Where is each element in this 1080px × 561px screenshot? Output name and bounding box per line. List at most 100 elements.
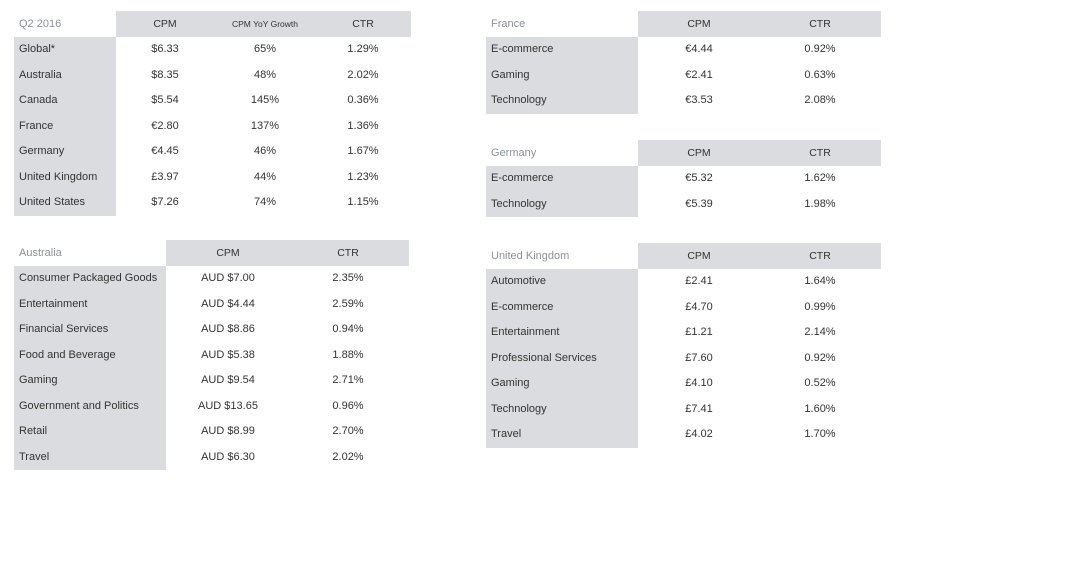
row-label: Retail	[19, 425, 48, 437]
row-label: Financial Services	[19, 323, 109, 335]
label-column-band	[486, 269, 638, 448]
table-row: Entertainment £1.21 2.14%	[486, 320, 881, 346]
column-header: CPM	[687, 250, 711, 262]
table-q2-2016-overview: Q2 2016 CPM CPM YoY Growth CTR Global* $6.33 6…	[14, 11, 411, 216]
row-value: 137%	[250, 119, 280, 132]
row-value: 65%	[253, 43, 277, 55]
row-value: £7.60	[685, 351, 713, 364]
table-united-kingdom: United Kingdom CPM CTR Automotive £2.41 1.64%…	[486, 243, 881, 448]
row-value: 2.59%	[332, 297, 364, 310]
row-value: AUD $13.65	[198, 399, 258, 412]
table-row: Government and Politics AUD $13.65 0.96%	[14, 394, 409, 420]
table-title: Australia	[19, 247, 62, 259]
row-value: £3.97	[151, 170, 179, 183]
row-value: 1.15%	[347, 196, 379, 208]
table-title: France	[491, 18, 526, 30]
row-value: 2.71%	[332, 374, 364, 386]
row-value: 0.96%	[332, 399, 364, 412]
row-label: Technology	[491, 402, 547, 415]
row-label: Global*	[19, 43, 56, 55]
row-value: 0.36%	[347, 94, 379, 106]
table-row: Professional Services £7.60 0.92%	[486, 346, 881, 372]
table-row: Technology £7.41 1.60%	[486, 397, 881, 423]
row-label: Gaming	[19, 374, 58, 386]
row-label: E-commerce	[491, 43, 554, 55]
table-row: United States $7.26 74% 1.15%	[14, 190, 411, 216]
table-row: E-commerce €5.32 1.62%	[486, 166, 881, 192]
row-value: 2.70%	[332, 425, 364, 437]
label-column-band	[14, 37, 116, 216]
row-value: 145%	[250, 94, 280, 106]
row-label: Technology	[491, 197, 547, 210]
table-body: E-commerce €4.44 0.92% Gaming €2.41 0.63% Tech…	[486, 37, 881, 114]
column-header: CTR	[337, 247, 359, 259]
row-label: Government and Politics	[19, 399, 139, 412]
row-value: 2.35%	[332, 272, 364, 284]
column-header: CPM	[687, 147, 711, 159]
row-value: 0.92%	[804, 43, 836, 55]
row-label: Australia	[19, 68, 62, 81]
column-header: CTR	[809, 147, 831, 159]
row-value: €2.80	[151, 119, 179, 132]
table-row: Retail AUD $8.99 2.70%	[14, 419, 409, 445]
row-label: Travel	[19, 450, 50, 463]
label-column-band	[486, 166, 638, 217]
row-value: $7.26	[151, 196, 179, 208]
column-header: CPM YoY Growth	[232, 19, 298, 29]
table-row: Germany €4.45 46% 1.67%	[14, 139, 411, 165]
row-value: 48%	[253, 68, 277, 81]
row-value: 0.52%	[804, 377, 836, 389]
table-body: Global* $6.33 65% 1.29% Australia $8.35 48% 2.0…	[14, 37, 411, 216]
header-band	[638, 140, 881, 166]
row-value: 1.23%	[347, 170, 379, 183]
row-value: AUD $4.44	[201, 297, 255, 310]
table-title: United Kingdom	[491, 250, 570, 262]
row-value: AUD $6.30	[201, 450, 255, 463]
row-value: €2.41	[685, 68, 713, 81]
row-value: €5.32	[685, 172, 713, 184]
row-value: 2.02%	[347, 68, 379, 81]
column-header: CPM	[216, 247, 240, 259]
row-value: 1.36%	[347, 119, 379, 132]
table-row: Gaming €2.41 0.63%	[486, 63, 881, 89]
table-row: Consumer Packaged Goods AUD $7.00 2.35%	[14, 266, 409, 292]
row-value: $6.33	[151, 43, 179, 55]
table-body: Automotive £2.41 1.64% E-commerce £4.70 0.99%…	[486, 269, 881, 448]
row-value: 44%	[253, 170, 277, 183]
header-band	[166, 240, 409, 266]
row-label: Entertainment	[19, 297, 88, 310]
table-body: E-commerce €5.32 1.62% Technology €5.39 1.98%	[486, 166, 881, 217]
table-title: Germany	[491, 147, 537, 159]
row-label: Technology	[491, 94, 547, 106]
header-band	[638, 243, 881, 269]
row-label: Professional Services	[491, 351, 597, 364]
row-value: 1.70%	[804, 428, 836, 440]
row-label: Gaming	[491, 68, 530, 81]
row-value: 0.94%	[332, 323, 364, 335]
row-label: Canada	[19, 94, 58, 106]
table-row: France €2.80 137% 1.36%	[14, 114, 411, 140]
table-row: Australia $8.35 48% 2.02%	[14, 63, 411, 89]
table-row: Food and Beverage AUD $5.38 1.88%	[14, 343, 409, 369]
row-value: £4.70	[685, 300, 713, 313]
row-value: AUD $7.00	[201, 272, 255, 284]
row-value: 2.02%	[332, 450, 364, 463]
row-label: Travel	[491, 428, 522, 440]
table-germany: Germany CPM CTR E-commerce €5.32 1.62% Technol…	[486, 140, 881, 217]
row-value: 1.62%	[804, 172, 836, 184]
table-header: France CPM CTR	[486, 11, 881, 37]
row-value: 0.92%	[804, 351, 836, 364]
row-value: $5.54	[151, 94, 179, 106]
row-value: £2.41	[685, 275, 713, 287]
row-value: £7.41	[685, 402, 713, 415]
row-value: £4.10	[685, 377, 713, 389]
row-value: 0.63%	[804, 68, 836, 81]
row-label: Gaming	[491, 377, 530, 389]
table-row: Entertainment AUD $4.44 2.59%	[14, 292, 409, 318]
table-row: United Kingdom £3.97 44% 1.23%	[14, 165, 411, 191]
table-row: Automotive £2.41 1.64%	[486, 269, 881, 295]
row-label: Consumer Packaged Goods	[19, 272, 158, 284]
row-label: Germany	[19, 145, 65, 157]
table-header: Australia CPM CTR	[14, 240, 409, 266]
column-header: CPM	[687, 18, 711, 30]
